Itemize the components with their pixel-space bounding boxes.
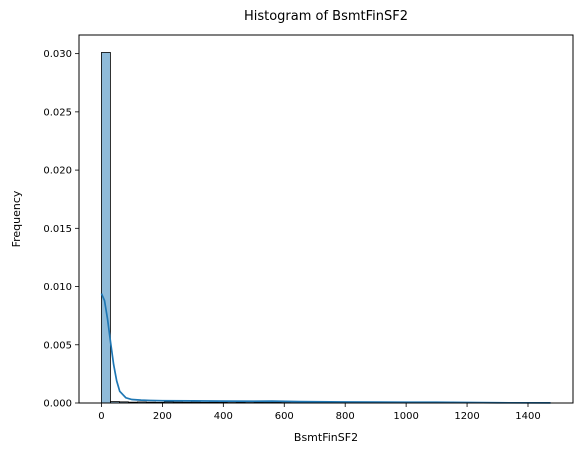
y-tick-label: 0.025 — [43, 107, 72, 118]
x-tick-label: 800 — [336, 411, 355, 422]
y-tick-label: 0.015 — [43, 224, 72, 235]
y-tick-label: 0.005 — [43, 340, 72, 351]
y-axis-label: Frequency — [10, 190, 23, 247]
x-axis-label: BsmtFinSF2 — [294, 431, 358, 444]
plot-frame — [78, 34, 574, 404]
x-tick-label: 200 — [153, 411, 172, 422]
x-tick-label: 1400 — [515, 411, 540, 422]
y-tick-label: 0.030 — [43, 49, 72, 60]
x-tick-label: 0 — [98, 411, 104, 422]
x-tick-label: 1000 — [393, 411, 418, 422]
x-tick-label: 1200 — [454, 411, 479, 422]
x-tick-label: 600 — [275, 411, 294, 422]
x-axis-ticks: 0 200 400 600 800 1000 1200 1400 — [98, 403, 541, 422]
kde-curve — [100, 293, 551, 404]
y-tick-label: 0.010 — [43, 282, 72, 293]
histogram-bar — [101, 52, 111, 404]
y-tick-label: 0.020 — [43, 166, 72, 177]
x-tick-label: 400 — [214, 411, 233, 422]
y-axis-ticks: 0.000 0.005 0.010 0.015 0.020 0.025 0.030 — [43, 49, 79, 410]
chart-title: Histogram of BsmtFinSF2 — [244, 9, 408, 24]
histogram-bars — [101, 52, 551, 404]
y-tick-label: 0.000 — [43, 399, 72, 410]
